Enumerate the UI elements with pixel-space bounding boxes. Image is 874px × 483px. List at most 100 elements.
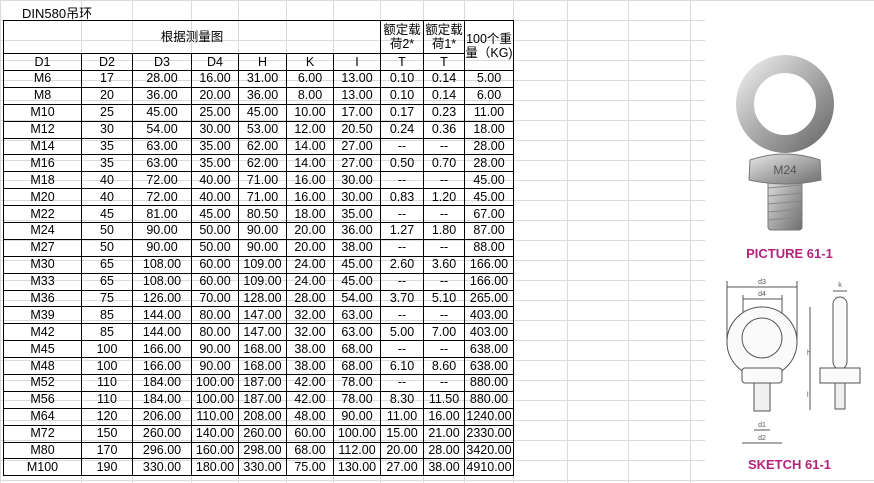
table-cell[interactable]: 31.00 [238, 70, 287, 88]
table-cell[interactable]: 168.00 [238, 340, 287, 359]
table-cell[interactable]: M24 [3, 222, 82, 240]
table-cell[interactable]: 80.00 [191, 323, 239, 342]
table-cell[interactable]: 184.00 [132, 390, 192, 409]
table-cell[interactable]: 6.00 [286, 70, 334, 88]
table-cell[interactable]: 1240.00 [464, 407, 514, 426]
table-cell[interactable]: M52 [3, 374, 82, 392]
table-cell[interactable]: 140.00 [191, 424, 239, 443]
column-header-i[interactable]: I [333, 53, 381, 71]
table-cell[interactable]: 180.00 [191, 458, 239, 477]
table-cell[interactable]: 60.00 [191, 255, 239, 274]
table-cell[interactable]: 72.00 [132, 171, 192, 190]
table-cell[interactable]: 6.10 [380, 357, 424, 376]
table-cell[interactable]: 100.00 [191, 390, 239, 409]
column-header-d4[interactable]: D4 [191, 53, 239, 71]
table-cell[interactable]: 0.10 [380, 70, 424, 88]
table-cell[interactable]: 40 [81, 171, 133, 190]
table-cell[interactable]: 90.00 [333, 407, 381, 426]
table-cell[interactable]: 90.00 [238, 222, 287, 240]
table-cell[interactable]: 16.00 [286, 188, 334, 207]
table-cell[interactable]: 160.00 [191, 441, 239, 460]
table-cell[interactable]: 54.00 [333, 289, 381, 308]
table-cell[interactable]: -- [380, 137, 424, 156]
table-cell[interactable]: 1.80 [423, 222, 465, 240]
table-cell[interactable]: 62.00 [238, 154, 287, 173]
table-cell[interactable]: 30.00 [333, 171, 381, 190]
table-cell[interactable]: 36.00 [238, 86, 287, 105]
table-cell[interactable]: M12 [3, 120, 82, 139]
table-cell[interactable]: 100 [81, 340, 133, 359]
table-cell[interactable]: 13.00 [333, 86, 381, 105]
table-cell[interactable]: -- [423, 205, 465, 224]
table-cell[interactable]: 28.00 [132, 70, 192, 88]
table-cell[interactable]: 78.00 [333, 390, 381, 409]
table-cell[interactable]: M56 [3, 390, 82, 409]
table-cell[interactable]: 28.00 [464, 137, 514, 156]
table-cell[interactable]: M39 [3, 306, 82, 325]
table-cell[interactable]: 0.17 [380, 103, 424, 122]
table-cell[interactable]: 112.00 [333, 441, 381, 460]
rated-load-1-header[interactable]: 额定载荷1* [423, 20, 465, 54]
table-cell[interactable]: 87.00 [464, 222, 514, 240]
table-cell[interactable]: 206.00 [132, 407, 192, 426]
table-cell[interactable]: 71.00 [238, 171, 287, 190]
table-cell[interactable]: 35.00 [333, 205, 381, 224]
table-cell[interactable]: 27.00 [333, 154, 381, 173]
table-cell[interactable]: 10.00 [286, 103, 334, 122]
table-cell[interactable]: 330.00 [238, 458, 287, 477]
table-cell[interactable]: 0.10 [380, 86, 424, 105]
table-cell[interactable]: 17.00 [333, 103, 381, 122]
table-cell[interactable]: 11.00 [380, 407, 424, 426]
table-cell[interactable]: 35 [81, 137, 133, 156]
table-cell[interactable]: 0.14 [423, 70, 465, 88]
table-cell[interactable]: 100.00 [191, 374, 239, 392]
table-cell[interactable]: 45.00 [333, 272, 381, 291]
table-cell[interactable]: M27 [3, 238, 82, 257]
table-cell[interactable]: 11.50 [423, 390, 465, 409]
table-cell[interactable]: 40 [81, 188, 133, 207]
table-cell[interactable]: 265.00 [464, 289, 514, 308]
table-cell[interactable]: 16.00 [191, 70, 239, 88]
table-cell[interactable]: 24.00 [286, 255, 334, 274]
table-cell[interactable]: 27.00 [380, 458, 424, 477]
table-cell[interactable]: 11.00 [464, 103, 514, 122]
table-cell[interactable]: -- [423, 272, 465, 291]
table-cell[interactable]: 144.00 [132, 323, 192, 342]
table-cell[interactable]: M8 [3, 86, 82, 105]
table-cell[interactable]: 7.00 [423, 323, 465, 342]
table-cell[interactable]: 110.00 [191, 407, 239, 426]
table-cell[interactable]: 35 [81, 154, 133, 173]
table-cell[interactable]: 187.00 [238, 374, 287, 392]
table-cell[interactable]: -- [423, 340, 465, 359]
table-cell[interactable]: 190 [81, 458, 133, 477]
table-cell[interactable]: 60.00 [191, 272, 239, 291]
table-cell[interactable]: M10 [3, 103, 82, 122]
table-cell[interactable]: 30 [81, 120, 133, 139]
table-cell[interactable]: -- [423, 374, 465, 392]
table-cell[interactable]: 45.00 [132, 103, 192, 122]
table-cell[interactable]: 12.00 [286, 120, 334, 139]
table-cell[interactable]: 50 [81, 238, 133, 257]
table-cell[interactable]: 42.00 [286, 390, 334, 409]
table-cell[interactable]: 15.00 [380, 424, 424, 443]
table-cell[interactable]: 24.00 [286, 272, 334, 291]
table-cell[interactable]: 5.00 [380, 323, 424, 342]
table-cell[interactable]: -- [380, 171, 424, 190]
table-cell[interactable]: 38.00 [333, 238, 381, 257]
table-cell[interactable]: 68.00 [286, 441, 334, 460]
table-cell[interactable]: -- [380, 205, 424, 224]
table-cell[interactable]: -- [380, 238, 424, 257]
table-cell[interactable]: 144.00 [132, 306, 192, 325]
table-cell[interactable]: 18.00 [464, 120, 514, 139]
table-cell[interactable]: -- [423, 238, 465, 257]
table-cell[interactable]: 1.20 [423, 188, 465, 207]
table-cell[interactable]: 50 [81, 222, 133, 240]
table-cell[interactable]: 16.00 [286, 171, 334, 190]
table-cell[interactable]: M72 [3, 424, 82, 443]
table-cell[interactable]: 403.00 [464, 306, 514, 325]
table-cell[interactable]: 40.00 [191, 188, 239, 207]
table-cell[interactable]: 90.00 [238, 238, 287, 257]
table-cell[interactable]: 27.00 [333, 137, 381, 156]
table-cell[interactable]: 150 [81, 424, 133, 443]
column-header-k[interactable]: K [286, 53, 334, 71]
